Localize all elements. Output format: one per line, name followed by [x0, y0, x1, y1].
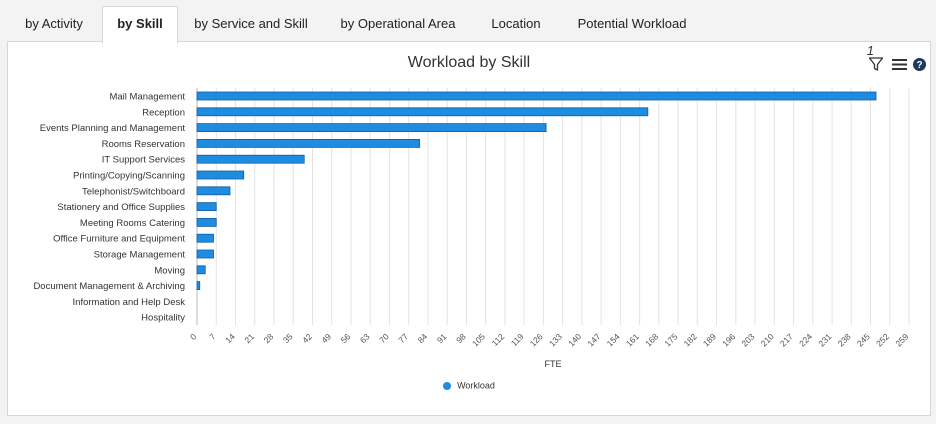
x-tick-label: 112 — [490, 331, 507, 348]
x-tick-label: 119 — [509, 331, 526, 348]
bar — [196, 91, 877, 101]
svg-text:?: ? — [916, 60, 922, 71]
x-tick-label: 182 — [682, 331, 699, 348]
x-tick-label: 126 — [528, 331, 545, 348]
menu-icon[interactable] — [892, 58, 907, 76]
tab-by-skill[interactable]: by Skill — [102, 6, 178, 44]
tab-by-operational-area[interactable]: by Operational Area — [340, 16, 456, 31]
x-tick-label: 35 — [281, 331, 295, 345]
x-tick-label: 7 — [207, 331, 218, 342]
x-tick-label: 161 — [624, 331, 641, 348]
category-label: Hospitality — [141, 313, 185, 324]
x-tick-label: 77 — [396, 331, 410, 345]
x-tick-label: 252 — [874, 331, 891, 348]
x-tick-label: 49 — [319, 331, 333, 345]
category-label: Meeting Rooms Catering — [80, 218, 185, 229]
tab-bar: by Activity by Skill by Service and Skil… — [0, 0, 936, 44]
category-label: Moving — [154, 265, 185, 276]
chart-panel: Workload by Skill 1 ? Mail Management Rec… — [7, 41, 931, 416]
bar-chart: Mail Management Reception Events Planning … — [33, 88, 911, 369]
x-tick-label: 238 — [836, 331, 853, 348]
bar — [196, 265, 206, 275]
category-label: IT Support Services — [102, 155, 186, 166]
help-icon[interactable]: ? — [913, 58, 926, 76]
x-tick-label: 217 — [778, 331, 795, 348]
x-tick-label: 133 — [547, 331, 564, 348]
bar — [196, 170, 245, 180]
x-tick-label: 189 — [701, 331, 718, 348]
x-axis-title: FTE — [545, 359, 562, 369]
legend[interactable]: Workload — [8, 380, 930, 391]
x-tick-label: 28 — [262, 331, 276, 345]
x-tick-label: 224 — [797, 331, 814, 348]
bar — [196, 154, 305, 164]
x-tick-label: 245 — [855, 331, 872, 348]
bar — [196, 233, 214, 243]
x-tick-label: 42 — [300, 331, 314, 345]
filter-icon[interactable] — [868, 56, 884, 77]
x-tick-label: 168 — [643, 331, 660, 348]
bar — [196, 186, 231, 196]
category-label: Office Furniture and Equipment — [53, 234, 185, 245]
legend-label: Workload — [457, 380, 495, 391]
category-label: Document Management & Archiving — [33, 281, 185, 292]
bar — [196, 281, 201, 291]
x-tick-label: 203 — [739, 331, 756, 348]
bar — [196, 107, 649, 117]
x-tick-label: 98 — [454, 331, 468, 345]
category-label: Storage Management — [94, 250, 186, 261]
category-label: Telephonist/Switchboard — [82, 186, 185, 197]
filter-count: 1 — [866, 43, 874, 58]
x-tick-label: 91 — [435, 331, 449, 345]
category-label: Stationery and Office Supplies — [57, 202, 185, 213]
tab-by-activity[interactable]: by Activity — [25, 16, 83, 31]
x-tick-label: 231 — [816, 331, 833, 348]
legend-marker — [443, 381, 452, 390]
x-tick-label: 210 — [759, 331, 776, 348]
category-label: Mail Management — [109, 92, 185, 103]
tab-by-service-and-skill[interactable]: by Service and Skill — [194, 16, 308, 31]
bar — [196, 139, 421, 148]
x-tick-label: 175 — [662, 331, 679, 348]
x-tick-label: 196 — [720, 331, 737, 348]
category-label: Events Planning and Management — [40, 123, 186, 134]
x-tick-label: 70 — [377, 331, 391, 345]
x-tick-label: 154 — [605, 331, 622, 348]
x-tick-label: 84 — [416, 331, 430, 345]
x-tick-label: 105 — [470, 331, 487, 348]
x-tick-label: 147 — [585, 331, 602, 348]
x-tick-label: 56 — [339, 331, 353, 345]
category-label: Reception — [142, 107, 185, 118]
category-label: Printing/Copying/Scanning — [73, 171, 185, 182]
chart-title: Workload by Skill — [407, 54, 531, 71]
bar — [196, 217, 217, 227]
x-tick-label: 259 — [893, 331, 910, 348]
bar — [196, 202, 217, 212]
category-label: Information and Help Desk — [73, 297, 186, 308]
bar — [196, 249, 214, 259]
bar — [196, 123, 547, 132]
tab-location[interactable]: Location — [491, 16, 541, 31]
x-tick-label: 63 — [358, 331, 372, 345]
x-tick-label: 140 — [566, 331, 583, 348]
x-tick-label: 14 — [223, 331, 237, 345]
x-tick-label: 0 — [188, 331, 199, 342]
tab-potential-workload[interactable]: Potential Workload — [577, 16, 687, 31]
category-label: Rooms Reservation — [102, 139, 185, 150]
x-tick-label: 21 — [242, 331, 256, 345]
